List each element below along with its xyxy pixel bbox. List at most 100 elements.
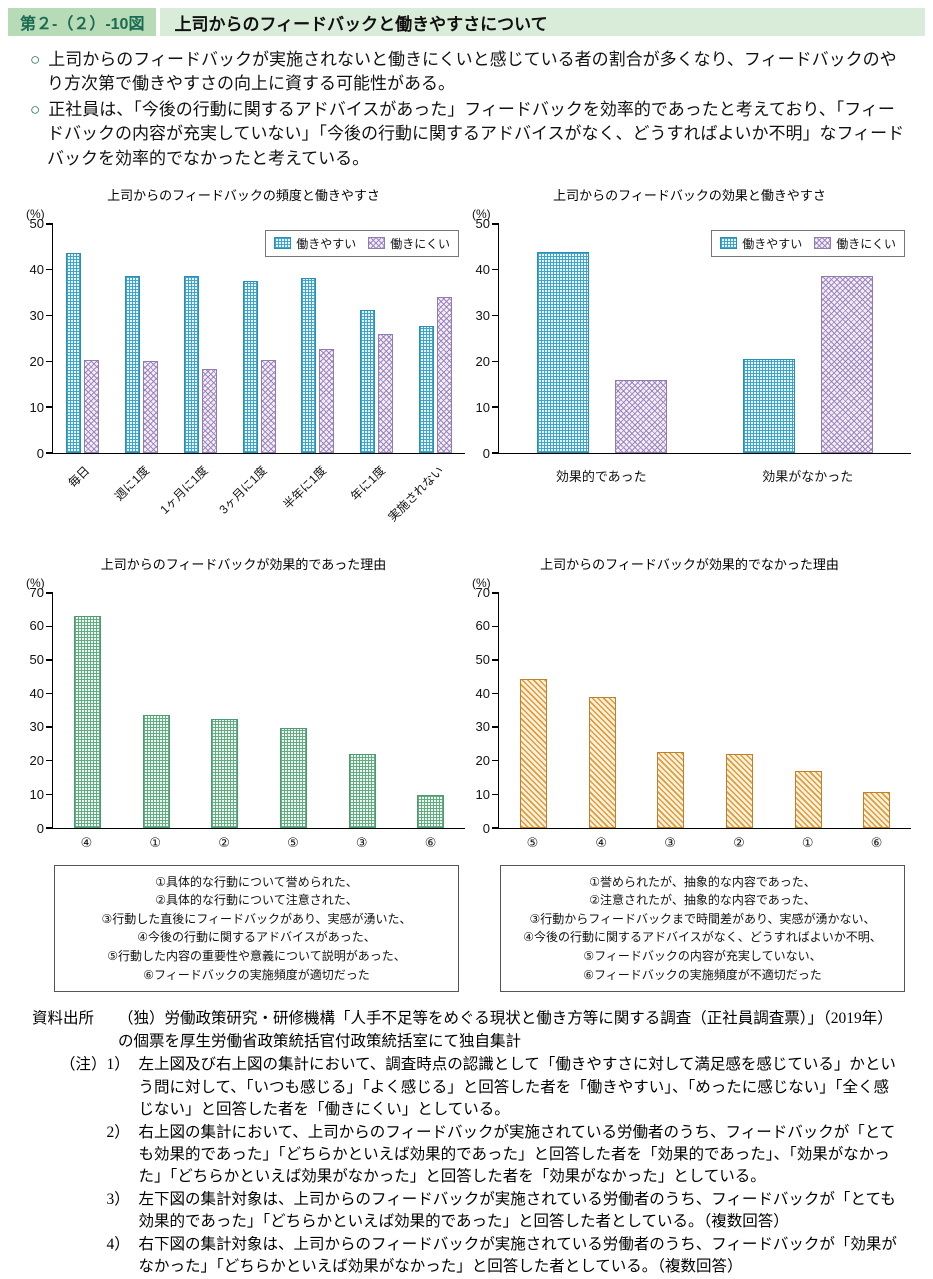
- charts-row-bottom: 上司からのフィードバックが効果的であった理由 (%) 0 10 20 30 40 50 60…: [8, 554, 925, 993]
- chart-ineffective-reasons-column: 上司からのフィードバックが効果的でなかった理由 (%) 0 10 20 30 40 50 6…: [468, 554, 911, 993]
- x-tick-slot: ⑤: [258, 829, 327, 851]
- y-tick-label: 20: [475, 753, 490, 769]
- x-tick-slot: ②: [704, 829, 773, 851]
- bar-効果的でなかった理由-①: [794, 770, 822, 828]
- y-tick-mark: [492, 268, 499, 271]
- bar-group: [259, 593, 328, 828]
- bar-働きにくい-効果的であった: [615, 380, 667, 453]
- effective-reasons-legend-box: ①具体的な行動について誉められた、 ②具体的な行動について注意された、 ③行動した直…: [54, 864, 459, 993]
- x-tick-slot: ⑥: [396, 829, 465, 851]
- bar-group: [396, 593, 465, 828]
- note-label: （注）: [60, 1056, 107, 1074]
- figure-number-badge: 第２-（２）-10図: [8, 8, 157, 36]
- y-tick-mark: [492, 659, 499, 661]
- bar-group: [230, 224, 289, 453]
- source-row: 資料出所 （独）労働政策研究・研修機構「人手不足等をめぐる現状と働き方等に関する…: [32, 1008, 903, 1053]
- y-tick-label: 20: [29, 753, 44, 769]
- y-axis: 0 10 20 30 40 50 60 70: [468, 586, 498, 835]
- bar-働きやすい-週に1度: [124, 276, 140, 453]
- y-tick-mark: [46, 360, 53, 363]
- chart-area: (%) 0 10 20 30 40 50 60 70: [468, 576, 911, 835]
- y-tick-label: 0: [482, 445, 490, 461]
- y-tick-mark: [492, 625, 499, 628]
- legend-swatch: [274, 237, 292, 250]
- bar-group: [774, 593, 843, 828]
- x-tick-slot: 効果がなかった: [705, 454, 912, 485]
- reason-line: ④今後の行動に関するアドバイスがなく、どうすればよいか不明、: [523, 930, 882, 945]
- bar-group: [171, 224, 230, 453]
- x-axis-labels: ⑤ ④ ③ ② ① ⑥: [498, 829, 911, 851]
- y-tick-label: 70: [475, 584, 490, 600]
- bullet-marker: ○: [30, 100, 41, 120]
- y-tick-mark: [46, 406, 53, 408]
- summary-bullets: ○ 上司からのフィードバックが実施されないと働きにくいと感じている者の割合が多くな…: [30, 48, 909, 171]
- legend-label: 働きにくい: [390, 236, 450, 251]
- x-tick-label: ⑥: [870, 834, 883, 850]
- bar-働きやすい-効果がなかった: [743, 359, 795, 453]
- x-tick-label: 効果的であった: [555, 468, 647, 484]
- note-item-3: 3） 左下図の集計対象は、上司からのフィードバックが実施されている労働者のうち、…: [107, 1189, 903, 1234]
- y-tick-mark: [492, 726, 499, 728]
- y-tick-mark: [492, 452, 499, 454]
- note-text: 右上図の集計において、上司からのフィードバックが実施されている労働者のうち、フィ…: [138, 1123, 896, 1186]
- summary-bullet-1: ○ 上司からのフィードバックが実施されないと働きにくいと感じている者の割合が多くな…: [30, 48, 909, 96]
- y-tick-mark: [492, 592, 499, 594]
- legend-swatch: [814, 237, 832, 250]
- reason-line: ②具体的な行動について注意された、: [155, 893, 358, 908]
- bar-効果的であった理由-⑤: [279, 728, 307, 828]
- y-tick-label: 10: [29, 786, 44, 802]
- bar-働きにくい-実施されない: [437, 296, 453, 453]
- bar-効果的であった理由-②: [211, 718, 239, 828]
- bar-働きやすい-3ヶ月に1度: [242, 280, 258, 453]
- chart-ineffective-reasons: 上司からのフィードバックが効果的でなかった理由 (%) 0 10 20 30 40 50 6…: [468, 554, 911, 851]
- legend-item-働きにくい: 働きにくい: [814, 235, 896, 252]
- chart-legend: 働きやすい 働きにくい: [265, 229, 459, 257]
- bar-働きやすい-実施されない: [419, 325, 435, 453]
- y-tick-mark: [46, 759, 53, 762]
- figure-title: 上司からのフィードバックと働きやすさについて: [160, 8, 925, 36]
- y-tick-mark: [492, 692, 499, 695]
- x-tick-label: ⑤: [526, 834, 539, 850]
- y-tick-label: 0: [36, 445, 44, 461]
- bar-効果的でなかった理由-③: [657, 751, 685, 828]
- y-tick-label: 70: [29, 584, 44, 600]
- figure-header: 第２-（２）-10図 上司からのフィードバックと働きやすさについて: [8, 8, 925, 36]
- y-tick-mark: [492, 406, 499, 408]
- y-tick-label: 30: [475, 307, 490, 323]
- bar-働きにくい-半年に1度: [319, 349, 335, 453]
- reason-line: ①具体的な行動について誉められた、: [155, 874, 358, 889]
- bar-group: [636, 593, 705, 828]
- y-tick-label: 30: [29, 307, 44, 323]
- chart-area: (%) 0 10 20 30 40 50 60 70: [22, 576, 465, 835]
- plot-area: [492, 592, 911, 829]
- y-tick-mark: [46, 268, 53, 271]
- bar-効果的でなかった理由-④: [588, 696, 616, 828]
- legend-swatch: [720, 237, 738, 250]
- y-axis-unit: (%): [26, 206, 45, 221]
- chart-area: (%) 0 10 20 30 40 50 働きやすい 働きにくい: [22, 207, 465, 460]
- x-axis-labels: 毎日 週に1度 1ヶ月に1度 3ヶ月に1度 半年に1度 年に1度 実施されない: [52, 454, 465, 528]
- bar-group: [112, 224, 171, 453]
- bar-group: [406, 224, 465, 453]
- y-tick-label: 40: [29, 261, 44, 277]
- reason-line: ②注意されたが、抽象的な内容であった、: [589, 893, 816, 908]
- y-tick-mark: [492, 759, 499, 762]
- y-axis-unit: (%): [26, 575, 45, 590]
- ineffective-reasons-legend-box: ①誉められたが、抽象的な内容であった、 ②注意されたが、抽象的な内容であった、 ③行…: [500, 864, 905, 993]
- chart-legend: 働きやすい 働きにくい: [711, 229, 905, 257]
- y-axis: 0 10 20 30 40 50: [468, 217, 498, 460]
- note-item-2: 2） 右上図の集計において、上司からのフィードバックが実施されている労働者のうち…: [107, 1122, 903, 1189]
- note-row: （注） 1） 左上図及び右上図の集計において、調査時点の認識として「働きやすさに…: [32, 1054, 903, 1279]
- x-tick-slot: ①: [121, 829, 190, 851]
- bar-効果的でなかった理由-⑤: [519, 678, 547, 828]
- y-tick-mark: [492, 223, 499, 225]
- chart-effective-reasons: 上司からのフィードバックが効果的であった理由 (%) 0 10 20 30 40 50 60…: [22, 554, 465, 851]
- y-axis-unit: (%): [472, 575, 491, 590]
- x-tick-slot: ⑤: [498, 829, 567, 851]
- chart-area: (%) 0 10 20 30 40 50 働きやすい 働きにくい: [468, 207, 911, 460]
- bar-働きにくい-3ヶ月に1度: [260, 360, 276, 453]
- x-tick-label: ②: [218, 834, 230, 850]
- y-tick-label: 50: [475, 652, 490, 668]
- y-tick-label: 60: [475, 618, 490, 634]
- reason-line: ⑥フィードバックの実施頻度が適切だった: [143, 967, 370, 982]
